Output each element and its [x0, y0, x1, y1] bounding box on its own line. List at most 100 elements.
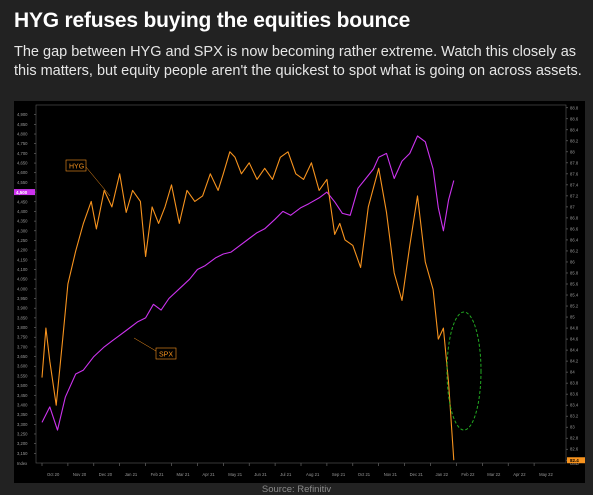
x-tick-label: Jan 21 — [125, 472, 138, 477]
right-unit-label: USD — [570, 461, 579, 466]
hyg-series-label: HYG — [65, 159, 111, 197]
left-tick-label: 3,350 — [17, 412, 28, 417]
left-unit-label: Index — [17, 461, 28, 466]
left-tick-label: 4,700 — [17, 151, 28, 156]
chart-subtitle: The gap between HYG and SPX is now becom… — [14, 44, 582, 79]
x-tick-label: Dec 20 — [99, 472, 113, 477]
right-tick-label: 83.6 — [570, 392, 579, 397]
left-tick-label: 4,550 — [17, 180, 28, 185]
hyg-last-value-text: 82.4 — [570, 458, 579, 463]
x-tick-label: May 22 — [539, 472, 553, 477]
left-tick-label: 3,200 — [17, 441, 28, 446]
highlight-ellipse — [446, 311, 482, 431]
left-tick-label: 4,350 — [17, 219, 28, 224]
right-tick-label: 87.6 — [570, 171, 579, 176]
plot-area — [35, 104, 567, 464]
x-tick-label: Aug 21 — [306, 472, 320, 477]
right-tick-label: 86 — [570, 259, 575, 264]
right-tick-label: 87.4 — [570, 182, 579, 187]
left-tick-label: 3,750 — [17, 335, 28, 340]
x-tick-label: Oct 21 — [358, 472, 371, 477]
right-tick-label: 82.6 — [570, 447, 579, 452]
right-tick-label: 88.8 — [570, 105, 579, 110]
spx-last-value-badge — [14, 189, 35, 196]
x-tick-label: Jun 21 — [254, 472, 267, 477]
right-tick-label: 88.2 — [570, 138, 579, 143]
left-tick-label: 4,850 — [17, 122, 28, 127]
x-tick-label: May 21 — [228, 472, 242, 477]
left-tick-label: 3,900 — [17, 306, 28, 311]
right-tick-label: 87 — [570, 204, 575, 209]
left-tick-label: 3,850 — [17, 315, 28, 320]
x-tick-label: Apr 21 — [202, 472, 215, 477]
plot-frame — [35, 104, 567, 464]
right-tick-label: 84.8 — [570, 326, 579, 331]
x-tick-label: Apr 22 — [513, 472, 526, 477]
left-tick-label: 3,150 — [17, 451, 28, 456]
hyg-label-text: HYG — [69, 164, 84, 171]
left-tick-label: 3,450 — [17, 393, 28, 398]
left-tick-label: 3,650 — [17, 354, 28, 359]
left-tick-label: 3,300 — [17, 422, 28, 427]
chart-panel: 4,900 4,850 4,800 4,750 4,700 4,650 4,600 4,550… — [14, 101, 585, 483]
right-tick-label: 88.6 — [570, 116, 579, 121]
right-tick-label: 88 — [570, 149, 575, 154]
left-axis: 4,900 4,850 4,800 4,750 4,700 4,650 4,600 4,550… — [17, 112, 36, 466]
left-tick-label: 4,450 — [17, 199, 28, 204]
annotations: HYG SPX 4,500 82.4 — [14, 159, 585, 464]
right-tick-label: 85 — [570, 315, 575, 320]
right-tick-label: 84.2 — [570, 359, 579, 364]
right-tick-label: 84.6 — [570, 337, 579, 342]
x-tick-label: Jul 21 — [280, 472, 292, 477]
spx-label-text: SPX — [159, 352, 173, 359]
series-line-hyg — [41, 151, 455, 461]
right-tick-label: 85.2 — [570, 304, 579, 309]
left-tick-label: 3,950 — [17, 296, 28, 301]
x-tick-label: Jan 22 — [436, 472, 449, 477]
left-tick-label: 4,800 — [17, 132, 28, 137]
hyg-label-box — [65, 159, 87, 172]
left-tick-label: 4,050 — [17, 277, 28, 282]
left-tick-label: 4,300 — [17, 228, 28, 233]
left-tick-label: 4,250 — [17, 238, 28, 243]
right-tick-label: 88.4 — [570, 127, 579, 132]
left-tick-label: 4,900 — [17, 112, 28, 117]
spx-series-label: SPX — [133, 337, 177, 360]
left-tick-label: 4,000 — [17, 286, 28, 291]
left-tick-label: 4,200 — [17, 248, 28, 253]
hyg-label-leader — [85, 166, 111, 197]
right-tick-label: 83.4 — [570, 403, 579, 408]
right-tick-label: 85.8 — [570, 270, 579, 275]
left-tick-label: 4,150 — [17, 257, 28, 262]
x-tick-label: Sep 21 — [332, 472, 346, 477]
dual-axis-line-chart: 4,900 4,850 4,800 4,750 4,700 4,650 4,600 4,550… — [14, 104, 585, 477]
left-tick-label: 4,600 — [17, 170, 28, 175]
left-tick-label: 4,650 — [17, 161, 28, 166]
spx-label-leader — [133, 337, 157, 352]
x-tick-label: Mar 22 — [487, 472, 501, 477]
left-tick-label: 3,250 — [17, 431, 28, 436]
left-tick-label: 4,750 — [17, 141, 28, 146]
right-tick-label: 86.6 — [570, 226, 579, 231]
chart-title: HYG refuses buying the equities bounce — [14, 9, 411, 32]
left-tick-label: 4,400 — [17, 209, 28, 214]
x-tick-label: Feb 21 — [151, 472, 165, 477]
right-tick-label: 86.2 — [570, 248, 579, 253]
source-note: Source: Refinitiv — [261, 484, 332, 495]
x-tick-label: Dec 21 — [410, 472, 424, 477]
x-tick-label: Mar 21 — [177, 472, 191, 477]
left-tick-label: 3,400 — [17, 402, 28, 407]
right-tick-label: 82.8 — [570, 436, 579, 441]
left-tick-label: 4,100 — [17, 267, 28, 272]
hyg-last-value-badge — [567, 457, 585, 464]
spx-label-box — [155, 347, 177, 360]
right-tick-label: 86.8 — [570, 215, 579, 220]
right-tick-label: 87.8 — [570, 160, 579, 165]
right-tick-label: 84 — [570, 370, 575, 375]
right-tick-label: 85.6 — [570, 282, 579, 287]
spx-last-value-text: 4,500 — [16, 190, 28, 195]
x-tick-label: Feb 22 — [461, 472, 475, 477]
x-tick-label: Oct 20 — [47, 472, 60, 477]
right-tick-label: 83.2 — [570, 414, 579, 419]
x-axis: Oct 20 Nov 20 Dec 20 Jan 21 Feb 21 Mar 21 Apr … — [41, 463, 554, 477]
